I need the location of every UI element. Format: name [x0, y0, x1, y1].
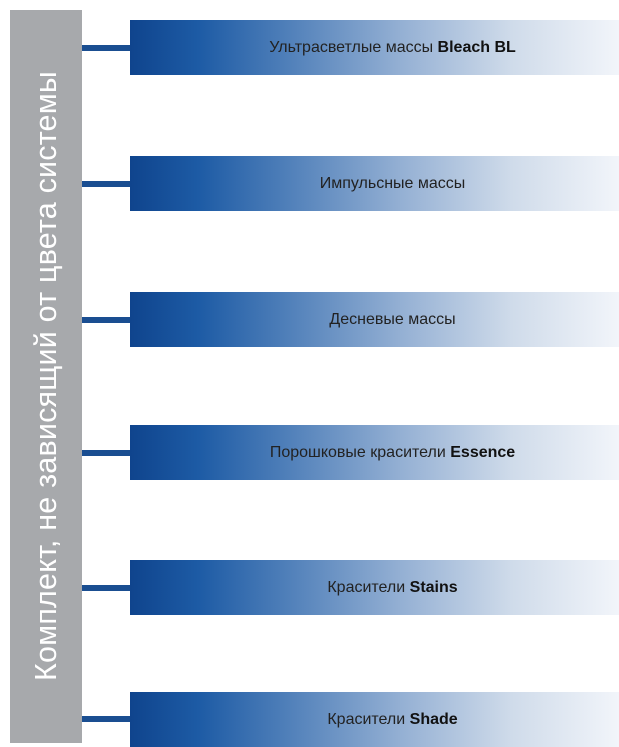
item-text: Красители: [327, 578, 406, 596]
side-label: Комплект, не зависящий от цвета системы: [28, 71, 63, 681]
item-bold-text: Shade: [409, 710, 458, 728]
item-label: Порошковые красители Essence: [270, 444, 515, 462]
item-box: Ультрасветлые массы Bleach BL: [130, 20, 619, 75]
connector-line: [82, 181, 131, 187]
item-box: Порошковые красители Essence: [130, 425, 619, 480]
item-label: Десневые массы: [329, 311, 455, 329]
item-text: Импульсные массы: [319, 174, 466, 192]
item-box: Красители Stains: [130, 560, 619, 615]
item-label: Ультрасветлые массы Bleach BL: [269, 39, 516, 57]
item-text: Порошковые красители: [269, 443, 446, 461]
item-box: Десневые массы: [130, 292, 619, 347]
item-box: Красители Shade: [130, 692, 619, 747]
item-bold-text: Stains: [409, 578, 458, 596]
item-box: Импульсные массы: [130, 156, 619, 211]
item-bold-text: Bleach BL: [437, 38, 516, 56]
item-text: Десневые массы: [329, 310, 456, 328]
item-label: Красители Shade: [327, 711, 457, 729]
item-label: Импульсные массы: [320, 175, 466, 193]
item-bold-text: Essence: [450, 443, 516, 461]
item-label: Красители Stains: [327, 579, 457, 597]
side-bar: [10, 10, 82, 743]
connector-line: [82, 450, 131, 456]
connector-line: [82, 45, 131, 51]
item-text: Красители: [327, 710, 406, 728]
item-text: Ультрасветлые массы: [269, 38, 434, 56]
connector-line: [82, 716, 131, 722]
connector-line: [82, 585, 131, 591]
connector-line: [82, 317, 131, 323]
